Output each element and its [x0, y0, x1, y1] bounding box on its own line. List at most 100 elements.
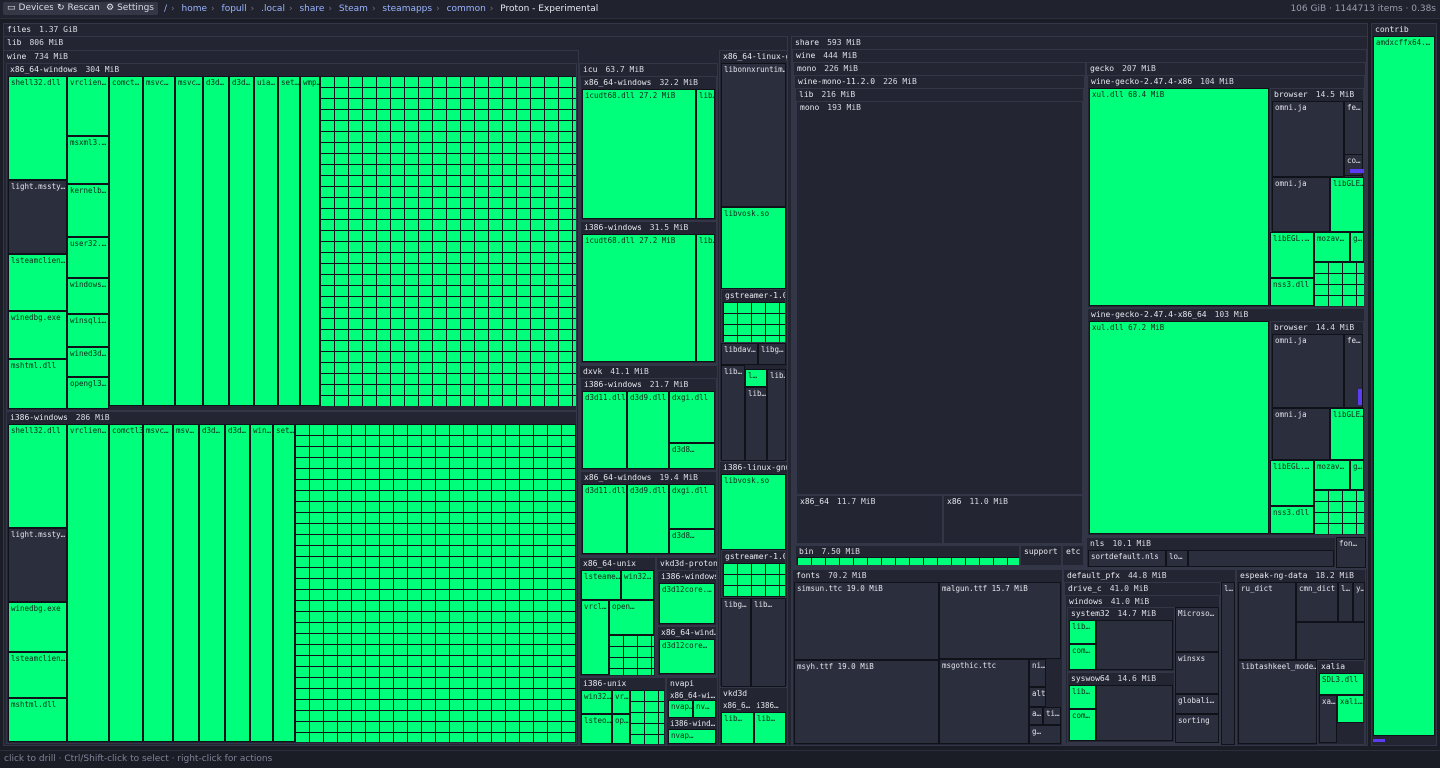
- file-lib3-x64[interactable]: lib…: [745, 387, 767, 461]
- file-omni-x86_64[interactable]: omni.ja: [1272, 408, 1330, 460]
- file-li-i386[interactable]: lib…: [751, 598, 786, 687]
- file-msvc-x64[interactable]: msvc…: [143, 76, 175, 406]
- file-light-msstyles-x64[interactable]: light.mssty…: [8, 180, 67, 254]
- small-files-grid-gst386[interactable]: [723, 563, 785, 597]
- dir-vkd3d-i386-label[interactable]: i386…: [754, 700, 786, 712]
- file-omni-x86[interactable]: omni.ja: [1272, 177, 1330, 232]
- breadcrumb-share[interactable]: share: [299, 4, 325, 14]
- file-d3d12core-x64[interactable]: d3d12core…: [659, 639, 715, 674]
- settings-button[interactable]: ⚙ Settings: [102, 2, 158, 15]
- file-alt[interactable]: alt: [1029, 687, 1046, 707]
- file-mshtml-i386[interactable]: mshtml.dll: [8, 698, 67, 742]
- file-ni[interactable]: ni…: [1029, 659, 1046, 687]
- small-files-grid-gecko86[interactable]: [1314, 262, 1364, 306]
- dir-winsxs[interactable]: winsxs: [1175, 652, 1219, 694]
- file-op-i386[interactable]: op…: [612, 714, 630, 744]
- file-li-x64[interactable]: l…: [745, 369, 767, 387]
- nls-small-files[interactable]: [1188, 550, 1334, 567]
- file-dxgi-i386[interactable]: dxgi.dll: [669, 391, 715, 443]
- sys32-small-files[interactable]: [1096, 620, 1173, 670]
- file-open-x64[interactable]: open…: [609, 600, 654, 635]
- file-windows-x64[interactable]: windows…: [67, 278, 109, 314]
- file-lib2-x64[interactable]: lib…: [767, 369, 786, 461]
- file-g-x86[interactable]: g…: [1350, 232, 1364, 262]
- file-d3d-i386[interactable]: d3d…: [199, 424, 225, 742]
- file-uia-x64[interactable]: uia…: [254, 76, 278, 406]
- file-lo[interactable]: lo…: [1166, 550, 1188, 567]
- file-set-x64[interactable]: set…: [278, 76, 300, 406]
- file-lib-x64[interactable]: lib…: [721, 365, 745, 461]
- breadcrumb-steam[interactable]: Steam: [338, 4, 368, 14]
- file-cmn-dict[interactable]: cmn_dict: [1296, 582, 1338, 622]
- file-msvc-i386[interactable]: msvc…: [143, 424, 173, 742]
- breadcrumb-home[interactable]: home: [181, 4, 208, 14]
- file-gdi-i386[interactable]: set…: [273, 424, 295, 742]
- file-shell32-x64[interactable]: shell32.dll: [8, 76, 67, 180]
- breadcrumb-user[interactable]: fopull: [221, 4, 247, 14]
- dir-mono-x86[interactable]: x86 11.0 MiB: [943, 495, 1083, 544]
- file-comctl-i386[interactable]: comctl3…: [109, 424, 143, 742]
- file-wined3d-x64[interactable]: wined3d…: [67, 347, 109, 377]
- file-xul-x86[interactable]: xul.dll 68.4 MiB: [1089, 88, 1269, 306]
- file-microsoft[interactable]: Microso…: [1175, 607, 1219, 652]
- file-nvapi-x64[interactable]: nvap…: [668, 700, 693, 718]
- file-a-fonts[interactable]: a…: [1029, 707, 1043, 725]
- file-libg-x64[interactable]: libg…: [758, 343, 786, 365]
- file-com-wow64[interactable]: com…: [1069, 709, 1096, 741]
- file-win32-i386[interactable]: win32…: [581, 690, 612, 714]
- file-malgun[interactable]: malgun.ttf 15.7 MiB: [939, 582, 1061, 659]
- file-nss3-x86_64[interactable]: nss3.dll: [1270, 506, 1314, 534]
- file-d3d12core-i386[interactable]: d3d12core.…: [659, 583, 715, 624]
- file-globalization[interactable]: globali…: [1175, 694, 1219, 714]
- file-icudt68-x64[interactable]: icudt68.dll 27.2 MiB: [582, 89, 696, 219]
- file-xul-x86_64[interactable]: xul.dll 67.2 MiB: [1089, 321, 1269, 534]
- file-user32-x64[interactable]: user32.…: [67, 237, 109, 278]
- file-d3d11-x64[interactable]: d3d11.dll: [582, 484, 627, 554]
- small-files-grid-x64[interactable]: [320, 76, 576, 406]
- small-files-grid-i386[interactable]: [295, 424, 576, 742]
- file-kernelbase-x64[interactable]: kernelb…: [67, 184, 109, 237]
- file-ric-i386[interactable]: win…: [250, 424, 273, 742]
- file-win32-x64[interactable]: win32…: [621, 570, 654, 600]
- file-msxml3-x64[interactable]: msxml3.…: [67, 136, 109, 184]
- file-ic-i386[interactable]: lib…: [696, 234, 715, 362]
- file-d3d11-i386[interactable]: d3d11.dll: [582, 391, 627, 469]
- file-lib-wow64[interactable]: lib…: [1069, 685, 1096, 709]
- file-libtashkeel[interactable]: libtashkeel_mode…: [1238, 660, 1317, 744]
- file-simsun[interactable]: simsun.ttc 19.0 MiB: [794, 582, 939, 660]
- file-ti[interactable]: ti…: [1043, 707, 1061, 725]
- file-vkd3d-i386[interactable]: lib…: [754, 712, 786, 744]
- file-opengl-x64[interactable]: opengl3…: [67, 377, 109, 409]
- file-vrcl-x64[interactable]: vrcl…: [581, 600, 609, 675]
- file-mozav-x86_64[interactable]: mozav…: [1314, 460, 1350, 490]
- file-xali[interactable]: xali…: [1337, 695, 1364, 723]
- dir-sorting[interactable]: sorting: [1175, 714, 1219, 743]
- file-g-x86_64[interactable]: g…: [1350, 460, 1364, 490]
- file-vrclient-x64[interactable]: vrclien…: [67, 76, 109, 136]
- file-libvosk-i386[interactable]: libvosk.so: [721, 474, 786, 550]
- file-msyh[interactable]: msyh.ttf 19.0 MiB: [794, 660, 939, 744]
- mono-bin-files[interactable]: [797, 557, 1019, 565]
- file-amdxcffx64[interactable]: amdxcffx64.…: [1373, 36, 1435, 736]
- dir-mono-support[interactable]: support: [1020, 545, 1062, 566]
- file-winedbg-x64[interactable]: winedbg.exe: [8, 311, 67, 359]
- rescan-button[interactable]: ↻ Rescan: [53, 2, 104, 15]
- file-d3d9-x64[interactable]: d3d9.dll: [627, 484, 669, 554]
- file-msv-i386[interactable]: msv…: [173, 424, 199, 742]
- wow64-small-files[interactable]: [1096, 685, 1173, 741]
- dir-fon[interactable]: fon…: [1336, 537, 1366, 568]
- file-nvapi-i386[interactable]: nvap…: [668, 729, 716, 744]
- file-comctl-x64[interactable]: comct…: [109, 76, 143, 406]
- file-lsteame-x64[interactable]: lsteame…: [581, 570, 621, 600]
- dir-mono-mono[interactable]: mono 193 MiB: [796, 101, 1083, 495]
- file-d3d-x64[interactable]: d3d…: [203, 76, 229, 406]
- file-libgle-x86_64[interactable]: libGLE…: [1330, 408, 1364, 460]
- small-files-grid-gst64[interactable]: [723, 302, 785, 342]
- file-mozav-x86[interactable]: mozav…: [1314, 232, 1350, 262]
- dir-s[interactable]: l…: [1221, 582, 1235, 745]
- file-ic-x64[interactable]: lib…: [696, 89, 715, 219]
- file-libegl-x86[interactable]: libEGL.…: [1270, 232, 1314, 278]
- file-msgothic[interactable]: msgothic.ttc: [939, 659, 1029, 744]
- file-libvosk-x64[interactable]: libvosk.so: [721, 207, 786, 289]
- file-dxgi-x64[interactable]: dxgi.dll: [669, 484, 715, 529]
